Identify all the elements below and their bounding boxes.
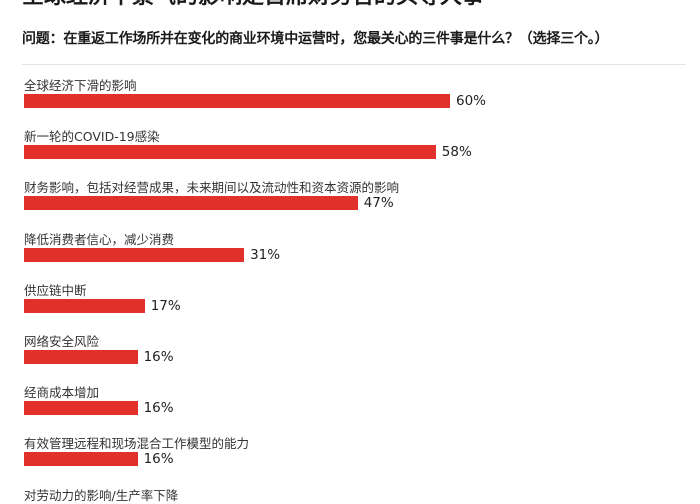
category-label: 供应链中断 xyxy=(24,282,87,298)
category-label: 有效管理远程和现场混合工作模型的能力 xyxy=(24,436,250,452)
value-label: 16% xyxy=(143,349,174,365)
bar xyxy=(24,401,138,416)
category-label: 经商成本增加 xyxy=(24,385,100,401)
bar xyxy=(24,247,245,262)
category-label: 新一轮的COVID-19感染 xyxy=(24,129,160,145)
bar xyxy=(24,452,138,467)
value-label: 60% xyxy=(456,93,487,109)
category-label: 财务影响，包括对经营成果，未来期间以及流动性和资本资源的影响 xyxy=(24,180,400,196)
bar xyxy=(24,94,450,108)
value-label: 31% xyxy=(250,246,281,263)
value-label: 16% xyxy=(143,451,174,468)
survey-question: 问题：在重返工作场所并在变化的商业环境中运营时，您最关心的三件事是什么？（选择三… xyxy=(22,31,609,47)
value-label: 47% xyxy=(363,195,394,212)
header-divider xyxy=(22,64,686,65)
bar xyxy=(24,350,138,364)
bar xyxy=(24,298,145,313)
value-label: 58% xyxy=(441,144,472,161)
value-label: 16% xyxy=(143,400,174,417)
chart-title: 全球经济不景气的影响是首席财务官的头等大事 xyxy=(22,0,692,10)
bar xyxy=(24,145,436,160)
category-label: 网络安全风险 xyxy=(24,334,100,349)
bar xyxy=(24,196,358,211)
category-label: 全球经济下滑的影响 xyxy=(24,78,137,93)
category-label: 对劳动力的影响/生产率下降 xyxy=(24,487,179,503)
category-label: 降低消费者信心，减少消费 xyxy=(24,231,175,247)
value-label: 17% xyxy=(150,297,181,314)
